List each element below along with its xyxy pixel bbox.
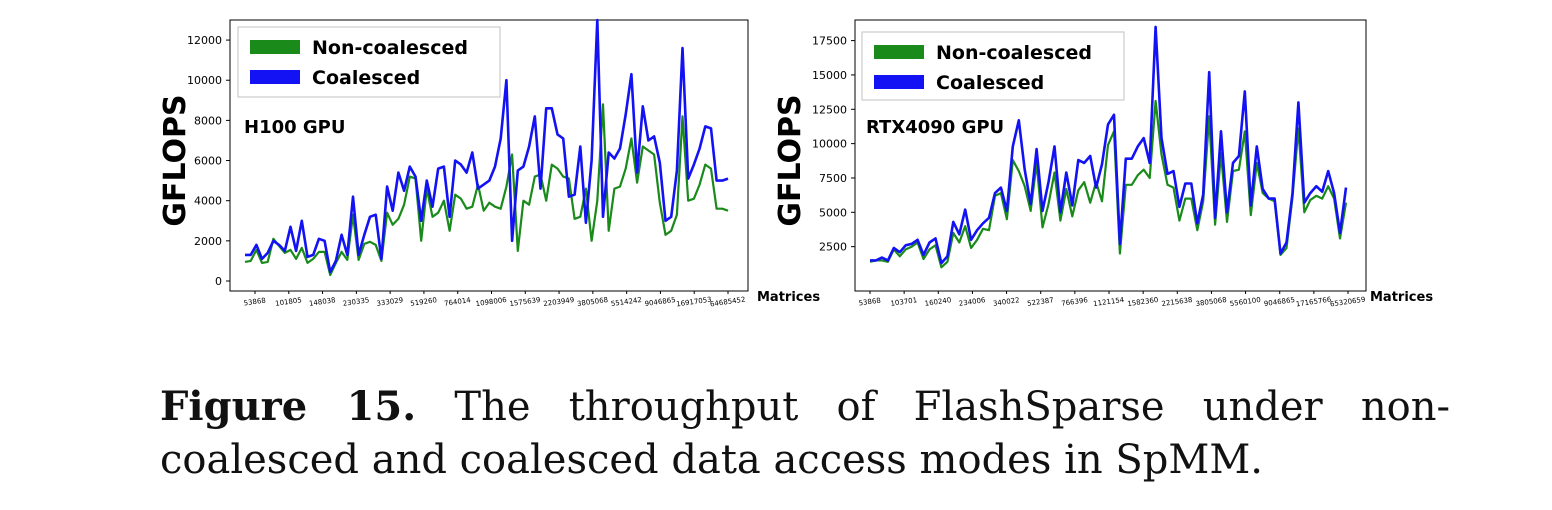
x-axis-label: Matrices xyxy=(1370,290,1433,305)
x-tick-label: 160240 xyxy=(924,296,952,308)
y-tick-label: 6000 xyxy=(194,155,222,168)
legend-label: Non-coalesced xyxy=(936,42,1092,64)
series-line-non-coalesced xyxy=(244,103,729,277)
y-tick-label: 8000 xyxy=(194,114,222,127)
legend-box xyxy=(237,26,501,98)
gpu-annotation: H100 GPU xyxy=(244,117,346,138)
x-tick-label: 519260 xyxy=(410,296,438,308)
figure-caption-text: The throughput of FlashSparse under non-… xyxy=(160,384,1450,483)
plot-frame xyxy=(854,19,1367,292)
y-tick-label: 10000 xyxy=(812,138,847,151)
x-tick-label: 5560100 xyxy=(1229,296,1261,308)
x-tick-label: 340022 xyxy=(992,296,1020,308)
figure-caption: Figure 15. The throughput of FlashSparse… xyxy=(160,380,1450,487)
gpu-annotation: RTX4090 GPU xyxy=(866,117,1004,138)
y-tick-label: 17500 xyxy=(812,35,847,48)
x-tick-label: 2215638 xyxy=(1161,296,1193,308)
series-line-coalesced xyxy=(245,18,729,274)
x-tick-label: 766396 xyxy=(1061,296,1089,308)
y-tick-label: 4000 xyxy=(194,195,222,208)
legend-swatch-coalesced xyxy=(874,75,924,89)
x-tick-label: 234006 xyxy=(958,296,986,308)
x-tick-label: 5514242 xyxy=(610,296,642,308)
x-tick-label: 9046865 xyxy=(1263,296,1295,308)
y-tick-label: 7500 xyxy=(819,172,847,185)
x-tick-label: 522387 xyxy=(1027,296,1055,308)
x-tick-label: 65320659 xyxy=(1330,296,1366,309)
x-tick-label: 3805068 xyxy=(577,296,609,308)
chart-h100: 0 2000 4000 6000 8000 10000 12000 53868 101805 14… xyxy=(158,18,820,309)
legend-label: Coalesced xyxy=(936,72,1044,94)
x-tick-label: 230335 xyxy=(342,296,370,308)
figure-label: Figure 15. xyxy=(160,383,417,430)
legend-swatch-coalesced xyxy=(250,70,300,84)
x-tick-label: 3805068 xyxy=(1195,296,1227,308)
y-tick-label: 0 xyxy=(215,275,222,288)
plot-frame xyxy=(229,19,749,292)
legend-label: Coalesced xyxy=(312,67,420,89)
y-axis-label: GFLOPS xyxy=(158,94,193,226)
x-tick-label: 1575639 xyxy=(509,296,541,308)
y-tick-label: 15000 xyxy=(812,69,847,82)
x-tick-label: 1582360 xyxy=(1127,296,1159,308)
legend-swatch-non-coalesced xyxy=(874,45,924,59)
x-tick-label: 17165766 xyxy=(1295,296,1332,309)
x-tick-label: 148038 xyxy=(308,296,336,308)
chart-rtx4090: 2500 5000 7500 10000 12500 15000 17500 53868 103… xyxy=(773,19,1433,309)
x-tick-label: 2203949 xyxy=(543,296,575,308)
x-tick-label: 53868 xyxy=(858,297,881,308)
legend-label: Non-coalesced xyxy=(312,37,468,59)
x-tick-label: 16917053 xyxy=(676,296,712,309)
y-tick-label: 2500 xyxy=(819,241,847,254)
x-tick-label: 53868 xyxy=(243,297,266,308)
x-tick-label: 103701 xyxy=(890,296,918,308)
x-tick-label: 1098006 xyxy=(475,296,508,308)
y-tick-label: 2000 xyxy=(194,235,222,248)
series-line-coalesced xyxy=(870,25,1348,265)
x-axis-label: Matrices xyxy=(757,290,820,305)
x-tick-label: 101805 xyxy=(275,296,303,308)
legend-swatch-non-coalesced xyxy=(250,40,300,54)
y-tick-label: 10000 xyxy=(187,74,222,87)
y-axis-label: GFLOPS xyxy=(773,94,808,226)
x-tick-label: 333029 xyxy=(376,296,404,308)
y-tick-label: 12500 xyxy=(812,103,847,116)
x-tick-label: 9046865 xyxy=(644,296,676,308)
x-tick-label: 1121154 xyxy=(1093,296,1126,308)
x-tick-label: 64685452 xyxy=(710,296,746,309)
x-tick-label: 764014 xyxy=(444,296,472,308)
y-tick-label: 5000 xyxy=(819,206,847,219)
y-tick-label: 12000 xyxy=(187,34,222,47)
